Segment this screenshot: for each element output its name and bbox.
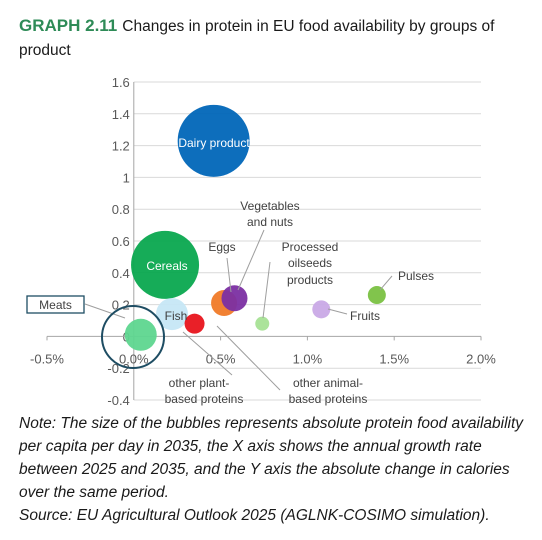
y-tick-label: 1.4: [112, 107, 130, 122]
bubble-chart: -0.4-0.200.20.40.60.811.21.41.6 -0.5%0.0…: [26, 75, 496, 408]
y-tick-label: 1: [123, 170, 130, 185]
bubble-other-plant-based-proteins: [184, 313, 205, 334]
y-tick-label: -0.2: [107, 361, 129, 376]
meats-label-box: [26, 295, 85, 314]
animal-label-line1: other animal-: [293, 376, 363, 390]
annotations: Meats Dairy product Cereals Fish Eggs Ve…: [26, 136, 434, 406]
animal-leader-line: [216, 325, 281, 391]
y-axis: -0.4-0.200.20.40.60.811.21.41.6: [107, 75, 135, 408]
meats-leader-line: [84, 303, 126, 319]
source-text: Source: EU Agricultural Outlook 2025 (AG…: [19, 507, 490, 524]
veg-leader-line: [237, 229, 265, 291]
animal-label-line2: based proteins: [289, 392, 368, 406]
fish-label: Fish: [165, 309, 188, 323]
bubbles: [124, 104, 386, 351]
oilseeds-label-line1: Processed: [282, 240, 339, 254]
bubble-pulses: [367, 286, 386, 305]
fruits-leader-line: [327, 308, 348, 315]
y-tick-label: 1.2: [112, 139, 130, 154]
bubble-processed-oilseeds-products: [255, 316, 270, 331]
cereals-label: Cereals: [146, 259, 187, 273]
gridlines: [133, 81, 481, 401]
chart-title: GRAPH 2.11 Changes in protein in EU food …: [19, 14, 529, 63]
bubble-cereals: [131, 230, 200, 299]
x-tick-label: 1.0%: [293, 351, 323, 366]
graph-number: GRAPH 2.11: [19, 16, 118, 35]
x-tick-label: 1.5%: [379, 351, 409, 366]
chart-notes: Note: The size of the bubbles represents…: [19, 412, 534, 527]
y-tick-label: 0.6: [112, 234, 130, 249]
plant-leader-line: [182, 331, 233, 376]
veg-label-line1: Vegetables: [240, 199, 299, 213]
veg-label-line2: and nuts: [247, 215, 293, 229]
y-tick-label: 0.2: [112, 298, 130, 313]
x-tick-label: 2.0%: [466, 351, 496, 366]
meats-label: Meats: [39, 298, 72, 312]
x-tick-label: -0.5%: [30, 351, 64, 366]
bubble-vegetables-and-nuts: [221, 285, 248, 312]
pulses-leader-line: [379, 275, 393, 291]
bubble-meats: [124, 318, 157, 351]
eggs-leader-line: [226, 257, 232, 293]
pulses-label: Pulses: [398, 269, 434, 283]
graph-title-text: Changes in protein in EU food availabili…: [19, 18, 495, 59]
bubble-dairy-product: [177, 104, 250, 177]
y-tick-label: -0.4: [107, 393, 129, 408]
y-tick-label: 1.6: [112, 75, 130, 90]
meats-highlight-ring: [101, 305, 165, 369]
y-tick-label: 0.4: [112, 266, 130, 281]
note-text: Note: The size of the bubbles represents…: [19, 415, 524, 501]
fruits-label: Fruits: [350, 309, 380, 323]
plant-label-line1: other plant-: [169, 376, 230, 390]
x-tick-label: 0.0%: [119, 351, 149, 366]
plant-label-line2: based proteins: [165, 392, 244, 406]
eggs-label: Eggs: [208, 240, 235, 254]
x-axis: -0.5% 0.0% 0.5% 1.0% 1.5% 2.0%: [30, 335, 496, 366]
oilseeds-leader-line: [262, 261, 271, 319]
oilseeds-label-line2: oilseeds: [288, 256, 332, 270]
bubble-fish: [155, 298, 188, 331]
y-tick-label: 0.8: [112, 202, 130, 217]
bubble-fruits: [312, 300, 331, 319]
dairy-label: Dairy product: [178, 136, 250, 150]
x-tick-label: 0.5%: [206, 351, 236, 366]
oilseeds-label-line3: products: [287, 273, 333, 287]
